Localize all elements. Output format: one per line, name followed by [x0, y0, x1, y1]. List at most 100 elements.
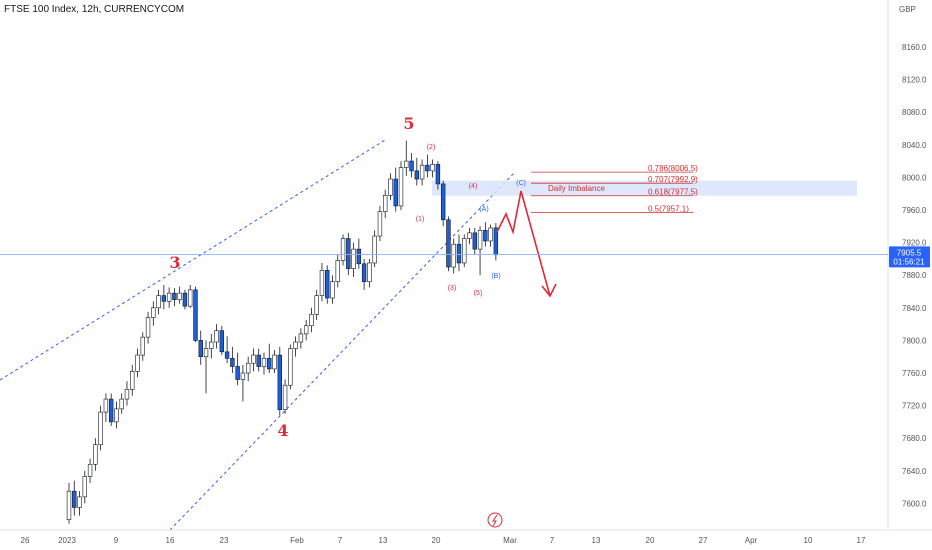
bull-candle [288, 348, 293, 386]
imbalance-label: Daily Imbalance [548, 184, 605, 193]
trend-channel [0, 139, 516, 531]
time-tick-label: 26 [21, 536, 30, 545]
bull-candle [140, 336, 145, 356]
bear-candle [172, 292, 177, 300]
bear-candle [414, 170, 420, 180]
price-tick-label: 7720.0 [902, 402, 927, 411]
bull-candle [477, 230, 483, 250]
bull-candle [203, 348, 209, 357]
currency-label: GBP [899, 5, 916, 14]
time-tick-label: 20 [432, 536, 441, 545]
bear-candle [224, 351, 230, 359]
time-tick-label: 2023 [58, 536, 76, 545]
wave-label-minor: (5) [474, 290, 483, 297]
bull-candle [114, 408, 119, 423]
time-axis[interactable]: 26 2023 9 16 23 Feb 7 13 20 Mar 7 13 20 27 Apr 10 17 [0, 529, 932, 545]
bear-candle [72, 490, 77, 508]
bull-candle [214, 330, 219, 343]
bull-candle [319, 270, 325, 296]
fib-label: 0.618(7977.5) [648, 188, 698, 197]
bear-candle [440, 183, 446, 221]
bull-candle [82, 476, 88, 498]
projection-path [496, 190, 557, 298]
bull-candle [309, 314, 314, 327]
bull-candle [87, 463, 93, 477]
fib-label: 0.707(7992.9) [648, 175, 698, 184]
bull-candle [293, 341, 298, 349]
bull-candle [98, 411, 103, 446]
bear-candle [472, 232, 477, 250]
wave-labels: 3 4 5 (1) (2) (3) (4) (5) (A) (B) (C) [169, 114, 525, 440]
bear-candle [361, 263, 367, 283]
time-tick-label: 17 [857, 536, 866, 545]
price-tick-label: 8000.0 [902, 173, 927, 182]
bull-candle [372, 235, 377, 264]
bull-candle [135, 354, 140, 372]
bull-candle [377, 211, 383, 237]
wave-label-major: 4 [277, 421, 288, 440]
time-tick-label: 16 [166, 536, 175, 545]
bear-candle [483, 230, 488, 242]
bear-candle [446, 219, 451, 268]
time-tick-label: 10 [804, 536, 813, 545]
bull-candle [340, 238, 346, 261]
bull-candle [351, 248, 356, 269]
wave-label-minor: (4) [469, 183, 478, 190]
bull-candle [103, 398, 109, 413]
wave-label-corrective: (C) [516, 180, 526, 187]
bull-candle [77, 496, 82, 508]
last-price-timer: 01:56:21 [893, 257, 925, 266]
price-tick-label: 7760.0 [902, 369, 927, 378]
bull-candle [245, 362, 251, 374]
bull-candle [367, 262, 372, 283]
price-tick-label: 7960.0 [902, 206, 927, 215]
bear-candle [435, 164, 441, 185]
bear-candle [393, 178, 398, 207]
bear-candle [493, 227, 499, 256]
bear-candle [193, 289, 198, 341]
time-tick-label: 20 [646, 536, 655, 545]
bull-candle [166, 292, 172, 302]
wave-label-corrective: (A) [479, 206, 488, 213]
last-price-badge [889, 246, 930, 268]
bull-candle [462, 238, 467, 264]
price-axis[interactable]: 8160.0 8120.0 8080.0 8040.0 8000.0 7960.0 7920… [887, 0, 927, 530]
wave-label-minor: (2) [427, 144, 436, 151]
bull-candle [66, 490, 72, 520]
bull-candle [261, 358, 267, 367]
bull-candle [314, 295, 319, 315]
wave-label-minor: (3) [448, 285, 457, 292]
bear-candle [425, 164, 430, 172]
bear-candle [235, 366, 240, 380]
chart-title: FTSE 100 Index, 12h, CURRENCYCOM [4, 4, 185, 15]
price-tick-label: 8120.0 [902, 76, 927, 85]
wave-label-major: 3 [169, 253, 180, 272]
time-tick-label: 27 [699, 536, 708, 545]
bear-candle [325, 270, 330, 299]
price-tick-label: 7840.0 [902, 304, 927, 313]
bull-candle [240, 372, 246, 380]
time-tick-label: 7 [550, 536, 555, 545]
bear-candle [346, 238, 351, 269]
imbalance-rect [432, 180, 857, 196]
bull-candle [209, 341, 214, 349]
bull-candle [124, 388, 130, 400]
bear-candle [267, 358, 272, 370]
bull-candle [382, 195, 388, 212]
snapshot-icon[interactable] [487, 512, 503, 528]
bull-candle [398, 167, 404, 207]
fib-label: 0.786(8006.5) [648, 164, 698, 173]
price-tick-label: 7640.0 [902, 467, 927, 476]
bull-candle [93, 444, 98, 465]
price-tick-label: 8160.0 [902, 43, 927, 52]
bear-candle [256, 354, 261, 367]
time-tick-label: Mar [503, 536, 517, 545]
bear-candle [409, 160, 414, 172]
bear-candle [108, 398, 114, 423]
bull-candle [404, 160, 409, 168]
last-price-value: 7905.5 [897, 248, 922, 257]
bear-candle [198, 340, 203, 357]
fib-levels: 0.786(8006.5) 0.707(7992.9) 0.618(7977.5) 0… [531, 164, 698, 213]
bull-candle [451, 243, 456, 268]
